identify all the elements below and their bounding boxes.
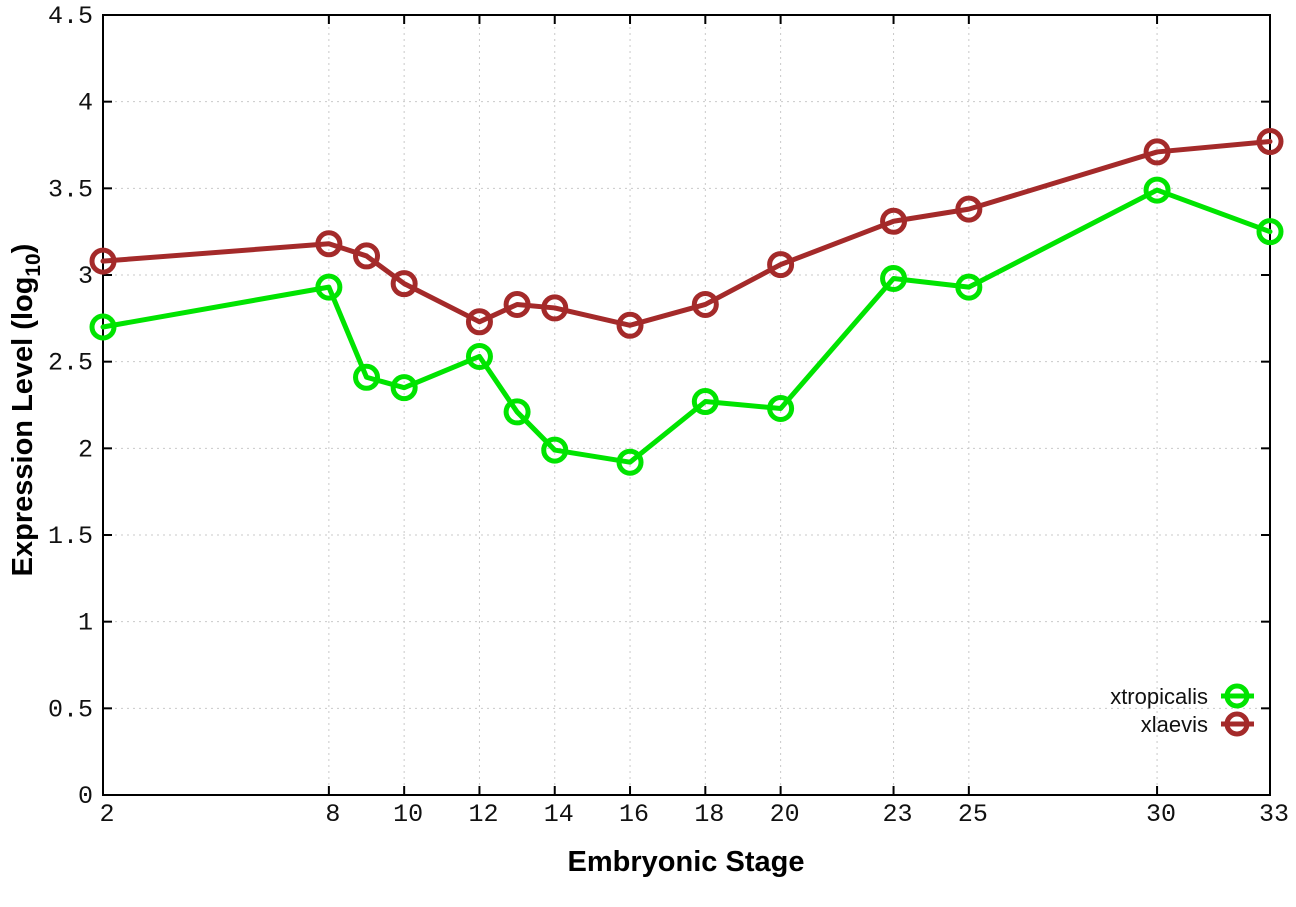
y-axis-title-subscript: 10	[22, 253, 45, 276]
y-tick-label-0.5: 0.5	[48, 695, 93, 724]
x-tick-label-8: 8	[325, 800, 340, 829]
data-point-xtropicalis-stage-14	[541, 436, 569, 464]
data-point-xlaevis-stage-8	[315, 230, 343, 258]
legend-entry-xtropicalis: xtropicalis	[1110, 683, 1254, 709]
x-tick-label-33: 33	[1259, 800, 1289, 829]
x-tick-label-25: 25	[958, 800, 988, 829]
tick-layer	[102, 14, 1271, 796]
x-tick-label-30: 30	[1146, 800, 1176, 829]
x-tick-label-20: 20	[770, 800, 800, 829]
y-tick-label-3.5: 3.5	[48, 175, 93, 204]
plot-border	[102, 14, 1271, 796]
legend-label-xlaevis: xlaevis	[1141, 712, 1208, 737]
data-point-xtropicalis-stage-20	[767, 394, 795, 422]
y-tick-label-2.5: 2.5	[48, 349, 93, 378]
data-point-xlaevis-stage-18	[691, 290, 719, 318]
x-axis-title: Embryonic Stage	[568, 846, 805, 878]
data-point-xlaevis-stage-33	[1256, 128, 1284, 156]
data-point-xtropicalis-stage-25	[955, 273, 983, 301]
legend: xtropicalis xlaevis	[1110, 683, 1254, 737]
data-point-xlaevis-stage-25	[955, 195, 983, 223]
x-tick-label-23: 23	[883, 800, 913, 829]
data-point-xlaevis-stage-16	[616, 311, 644, 339]
data-point-xlaevis-stage-9	[353, 242, 381, 270]
data-point-xtropicalis-stage-30	[1143, 176, 1171, 204]
data-point-xtropicalis-stage-33	[1256, 218, 1284, 246]
data-point-xtropicalis-stage-10	[390, 374, 418, 402]
data-point-xtropicalis-stage-12	[465, 342, 493, 370]
y-tick-label-4: 4	[78, 89, 93, 118]
legend-label-xtropicalis: xtropicalis	[1110, 684, 1208, 709]
data-point-xlaevis-stage-2	[89, 247, 117, 275]
data-point-xlaevis-stage-10	[390, 270, 418, 298]
y-tick-label-2: 2	[78, 435, 93, 464]
y-tick-label-3: 3	[78, 262, 93, 291]
x-tick-label-14: 14	[544, 800, 574, 829]
data-point-xlaevis-stage-14	[541, 294, 569, 322]
x-tick-label-2: 2	[99, 800, 114, 829]
data-point-xtropicalis-stage-23	[880, 264, 908, 292]
y-axis-title: Expression Level (log10)	[7, 244, 45, 577]
xlaevis-marker-icon	[1221, 711, 1254, 737]
data-point-xlaevis-stage-23	[880, 207, 908, 235]
y-tick-label-1.5: 1.5	[48, 522, 93, 551]
series-line-xtropicalis	[100, 187, 1273, 465]
y-axis-title-suffix: )	[7, 244, 39, 254]
data-point-xlaevis-stage-30	[1143, 138, 1171, 166]
grid-layer	[102, 14, 1271, 796]
data-point-xtropicalis-stage-18	[691, 388, 719, 416]
data-point-xtropicalis-stage-9	[353, 363, 381, 391]
x-tick-label-16: 16	[619, 800, 649, 829]
x-tick-label-12: 12	[468, 800, 498, 829]
data-point-xtropicalis-stage-8	[315, 273, 343, 301]
xtropicalis-marker-icon	[1221, 683, 1254, 709]
y-tick-label-1: 1	[78, 609, 93, 638]
data-point-xtropicalis-stage-16	[616, 448, 644, 476]
series-layer	[89, 128, 1284, 476]
y-tick-label-0: 0	[78, 782, 93, 811]
tick-label-layer: 2 8 10 12 14 16 18 20 23 25 30 33 0 0.5 1 1.5 2 2.5 3 3.5 4 4…	[48, 2, 1289, 829]
data-point-xlaevis-stage-20	[767, 251, 795, 279]
legend-entry-xlaevis: xlaevis	[1141, 711, 1254, 737]
y-tick-label-4.5: 4.5	[48, 2, 93, 31]
data-point-xlaevis-stage-12	[465, 308, 493, 336]
data-point-xtropicalis-stage-2	[89, 313, 117, 341]
x-tick-label-10: 10	[393, 800, 423, 829]
y-axis-title-prefix: Expression Level (log	[7, 277, 39, 577]
x-tick-label-18: 18	[694, 800, 724, 829]
data-point-xtropicalis-stage-13	[503, 398, 531, 426]
data-point-xlaevis-stage-13	[503, 290, 531, 318]
